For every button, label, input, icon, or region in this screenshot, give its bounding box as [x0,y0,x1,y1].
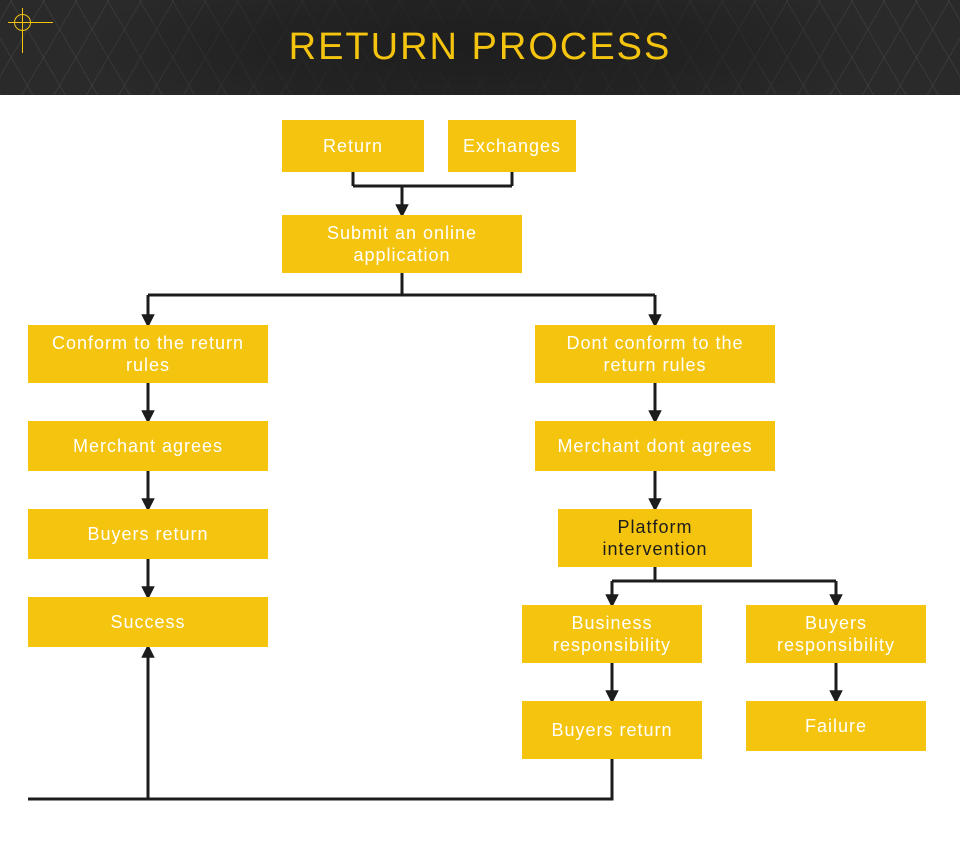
flow-node-m_agree: Merchant agrees [28,421,268,471]
flow-node-dont_conform: Dont conform to the return rules [535,325,775,383]
flow-node-buyers2: Buyers return [522,701,702,759]
flow-node-buyers1: Buyers return [28,509,268,559]
flow-node-return: Return [282,120,424,172]
flow-node-failure: Failure [746,701,926,751]
flowchart-stage: Return Exchanges Submit an online applicat… [0,95,960,850]
page-header: RETURN PROCESS [0,0,960,95]
flow-node-submit: Submit an online application [282,215,522,273]
flow-node-exchanges: Exchanges [448,120,576,172]
flow-node-success: Success [28,597,268,647]
flow-node-biz_resp: Business responsibility [522,605,702,663]
page-title: RETURN PROCESS [289,26,672,69]
flow-node-buy_resp: Buyers responsibility [746,605,926,663]
flow-node-m_dont: Merchant dont agrees [535,421,775,471]
flow-node-conform: Conform to the return rules [28,325,268,383]
corner-circle-icon [14,14,31,31]
flow-node-platform: Platform intervention [558,509,752,567]
